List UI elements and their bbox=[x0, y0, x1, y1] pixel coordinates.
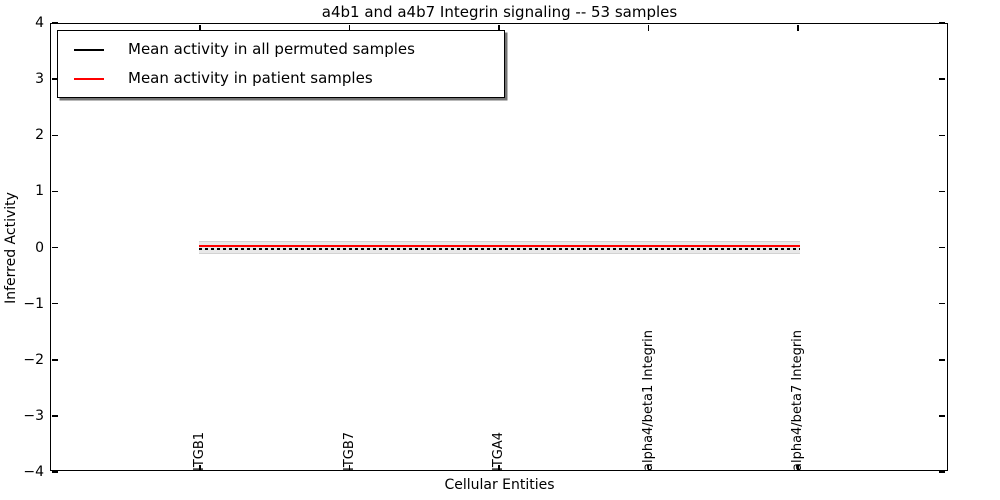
y-tick-label: −1 bbox=[23, 295, 44, 312]
y-tick-label: 3 bbox=[35, 71, 44, 88]
y-tick-mark bbox=[938, 471, 945, 473]
y-tick-mark bbox=[938, 78, 945, 80]
y-tick-label: 4 bbox=[35, 15, 44, 31]
y-tick-label: 2 bbox=[35, 127, 44, 144]
series-line-permuted bbox=[199, 247, 800, 250]
y-tick-mark bbox=[938, 415, 945, 417]
y-tick-mark bbox=[51, 190, 58, 193]
x-tick-mark bbox=[199, 464, 201, 471]
x-tick-label: ITGA4 bbox=[491, 431, 506, 471]
x-tick-mark bbox=[348, 464, 351, 471]
x-tick-mark bbox=[647, 464, 650, 471]
x-tick-mark bbox=[199, 24, 201, 31]
y-tick-mark bbox=[51, 134, 58, 136]
y-tick-mark bbox=[51, 415, 58, 417]
x-axis-label: Cellular Entities bbox=[444, 477, 555, 493]
legend: Mean activity in all permuted samples Me… bbox=[57, 30, 505, 98]
legend-label-permuted: Mean activity in all permuted samples bbox=[128, 40, 415, 58]
chart-title: a4b1 and a4b7 Integrin signaling -- 53 s… bbox=[321, 3, 678, 21]
x-tick-mark bbox=[797, 24, 799, 31]
y-tick-mark bbox=[938, 359, 945, 361]
x-tick-mark bbox=[498, 464, 500, 471]
y-tick-label: 0 bbox=[35, 239, 44, 256]
y-axis-label: Inferred Activity bbox=[3, 192, 19, 304]
x-tick-label: alpha4/beta7 Integrin bbox=[790, 329, 805, 471]
legend-item-patient: Mean activity in patient samples bbox=[58, 64, 504, 93]
y-tick-mark bbox=[51, 246, 58, 249]
series-line-patient bbox=[199, 244, 800, 248]
y-tick-mark bbox=[51, 359, 58, 361]
y-tick-mark bbox=[51, 471, 58, 473]
y-tick-label: −3 bbox=[23, 407, 44, 424]
x-tick-label: ITGB7 bbox=[341, 431, 357, 471]
legend-item-permuted: Mean activity in all permuted samples bbox=[58, 35, 504, 64]
x-tick-label: ITGB1 bbox=[192, 431, 207, 471]
confidence-band bbox=[199, 240, 800, 255]
y-tick-mark bbox=[938, 134, 945, 136]
x-tick-mark bbox=[647, 24, 650, 31]
x-tick-mark bbox=[348, 24, 351, 31]
x-tick-mark bbox=[797, 464, 799, 471]
legend-line-black-icon bbox=[74, 48, 104, 51]
y-tick-mark bbox=[51, 78, 58, 80]
legend-line-red-icon bbox=[74, 77, 104, 80]
y-tick-label: 1 bbox=[35, 183, 44, 200]
y-tick-label: −2 bbox=[23, 351, 44, 368]
y-tick-mark bbox=[938, 22, 945, 24]
legend-label-patient: Mean activity in patient samples bbox=[128, 69, 373, 87]
y-tick-mark bbox=[51, 302, 58, 305]
y-tick-mark bbox=[938, 246, 945, 249]
x-tick-mark bbox=[498, 24, 500, 31]
y-tick-mark bbox=[51, 22, 58, 24]
y-tick-label: −4 bbox=[23, 464, 44, 480]
y-tick-mark bbox=[938, 302, 945, 305]
x-tick-label: alpha4/beta1 Integrin bbox=[640, 329, 656, 471]
y-tick-mark bbox=[938, 190, 945, 193]
